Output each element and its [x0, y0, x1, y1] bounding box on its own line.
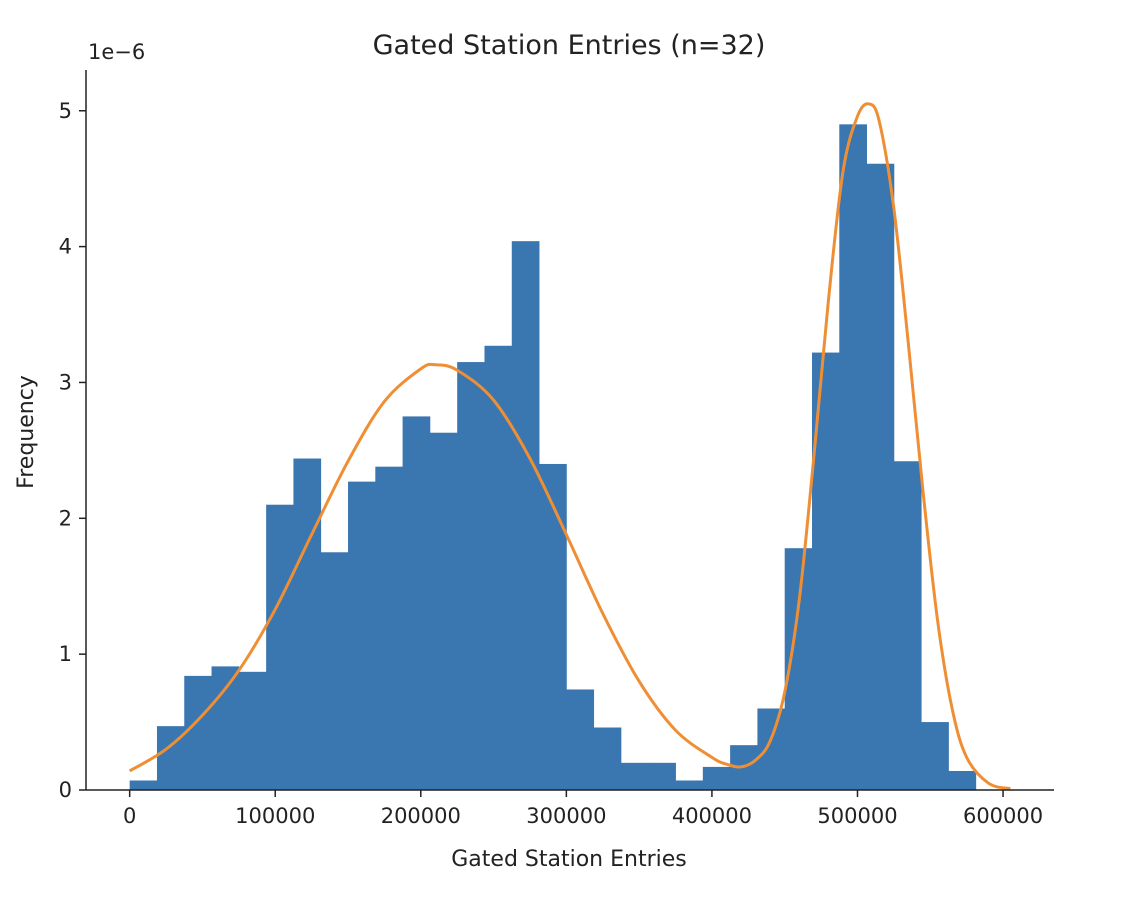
histogram-bar	[266, 504, 294, 790]
histogram-bar	[457, 362, 485, 790]
y-tick-label: 2	[59, 506, 72, 530]
histogram-bar	[593, 727, 622, 790]
x-tick-label: 0	[123, 804, 136, 828]
histogram-bar	[921, 722, 949, 790]
y-axis-ticks: 0 1 2 3 4 5	[59, 99, 86, 802]
chart-title: Gated Station Entries (n=32)	[373, 30, 766, 61]
histogram-bar	[484, 345, 513, 790]
histogram-bar	[402, 416, 431, 790]
histogram-bar	[429, 432, 458, 790]
histogram-bar	[320, 552, 349, 790]
histogram-bar	[539, 463, 567, 790]
histogram-bar	[566, 689, 595, 790]
histogram-bar	[675, 780, 704, 790]
y-tick-label: 3	[59, 370, 72, 394]
x-tick-label: 200000	[381, 804, 461, 828]
histogram-bars	[129, 124, 977, 791]
histogram-bar	[893, 461, 922, 790]
x-tick-label: 500000	[817, 804, 897, 828]
histogram-bar	[129, 780, 158, 790]
axes	[85, 70, 1054, 791]
histogram-bar	[948, 770, 977, 790]
x-tick-label: 600000	[963, 804, 1043, 828]
kde-curve	[128, 102, 1011, 791]
histogram-bar	[375, 466, 404, 790]
y-tick-label: 0	[59, 778, 72, 802]
histogram-bar	[839, 124, 867, 791]
histogram-bar	[293, 458, 322, 790]
histogram-bar	[702, 766, 731, 790]
histogram-bar	[238, 671, 267, 790]
x-tick-label: 300000	[526, 804, 606, 828]
histogram-bar	[866, 163, 895, 791]
x-axis-ticks: 0 100000 200000 300000 400000 500000 600000	[123, 790, 1043, 828]
x-tick-label: 100000	[235, 804, 315, 828]
histogram-bar	[757, 708, 786, 790]
histogram-bar	[348, 481, 376, 790]
x-axis-label: Gated Station Entries	[451, 847, 686, 872]
y-offset-label: 1e−6	[88, 40, 145, 64]
histogram-bar	[620, 762, 649, 790]
y-tick-label: 1	[59, 642, 72, 666]
x-tick-label: 400000	[672, 804, 752, 828]
histogram-bar	[648, 762, 676, 790]
y-axis-label: Frequency	[14, 375, 39, 489]
histogram-bar	[511, 241, 540, 791]
y-tick-label: 4	[59, 235, 72, 259]
y-tick-label: 5	[59, 99, 72, 123]
histogram-bar	[184, 675, 212, 790]
histogram-bar	[211, 666, 240, 790]
